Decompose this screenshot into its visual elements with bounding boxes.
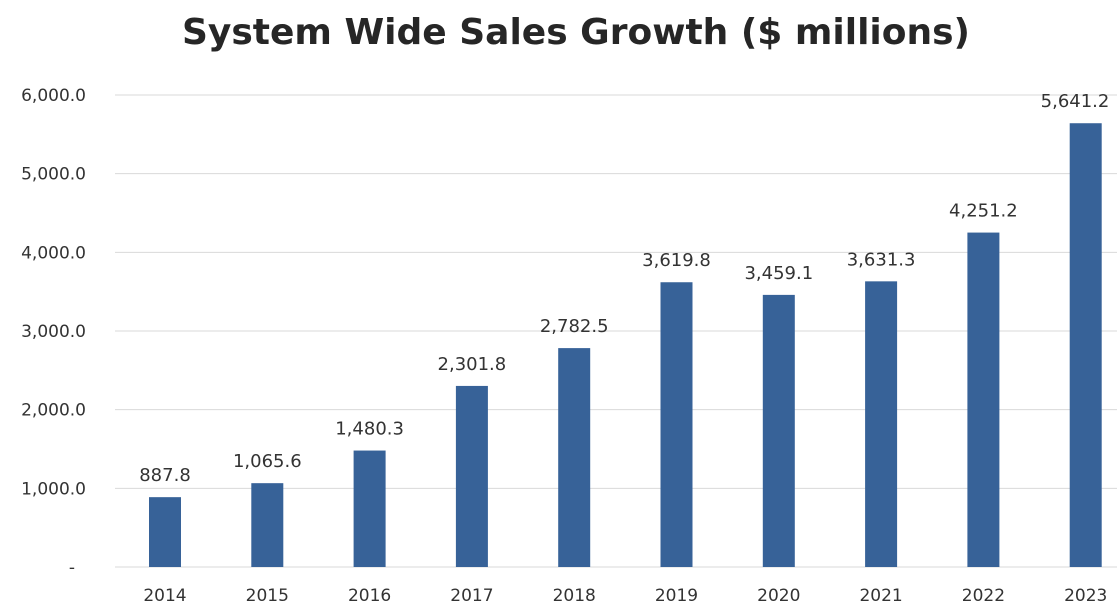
data-label: 2,782.5 [540, 316, 609, 337]
y-axis-tick-labels: - 1,000.0 2,000.0 3,000.0 4,000.0 5,000.0 6,00… [21, 86, 86, 578]
data-label: 2,301.8 [438, 354, 507, 375]
bar [455, 385, 488, 567]
x-tick-label: 2020 [757, 586, 800, 606]
bar [865, 281, 898, 567]
bars [149, 123, 1102, 568]
x-tick-label: 2018 [553, 586, 596, 606]
data-label: 3,619.8 [642, 250, 711, 271]
data-label: 1,065.6 [233, 451, 302, 472]
y-tick-label: 1,000.0 [21, 479, 86, 499]
x-tick-label: 2019 [655, 586, 698, 606]
y-tick-label: 4,000.0 [21, 243, 86, 263]
x-tick-label: 2022 [962, 586, 1005, 606]
data-label: 1,480.3 [335, 419, 404, 440]
y-tick-label: 2,000.0 [21, 401, 86, 421]
data-label: 4,251.2 [949, 201, 1018, 222]
bar [762, 294, 795, 567]
data-labels: 887.8 1,065.6 1,480.3 2,301.8 2,782.5 3,619.8… [139, 91, 1109, 486]
y-tick-label: 5,000.0 [21, 165, 86, 185]
bar [558, 348, 591, 567]
y-tick-label: 3,000.0 [21, 322, 86, 342]
x-tick-label: 2021 [859, 586, 902, 606]
data-label: 5,641.2 [1041, 91, 1110, 112]
data-label: 3,631.3 [847, 249, 916, 270]
bar [149, 497, 181, 567]
bar [660, 282, 693, 567]
data-label: 887.8 [139, 465, 191, 486]
y-tick-label: - [69, 558, 75, 578]
bar [967, 232, 1000, 567]
x-tick-label: 2016 [348, 586, 391, 606]
x-tick-label: 2023 [1064, 586, 1107, 606]
bar [353, 450, 386, 567]
x-tick-label: 2015 [246, 586, 289, 606]
x-tick-label: 2017 [450, 586, 493, 606]
bar [1069, 123, 1102, 568]
bar [251, 483, 284, 567]
x-axis-tick-labels: 2014 2015 2016 2017 2018 2019 2020 2021 2022 2023 [143, 586, 1107, 606]
y-tick-label: 6,000.0 [21, 86, 86, 106]
chart-title: System Wide Sales Growth ($ millions) [181, 12, 970, 53]
data-label: 3,459.1 [744, 263, 813, 284]
x-tick-label: 2014 [143, 586, 186, 606]
